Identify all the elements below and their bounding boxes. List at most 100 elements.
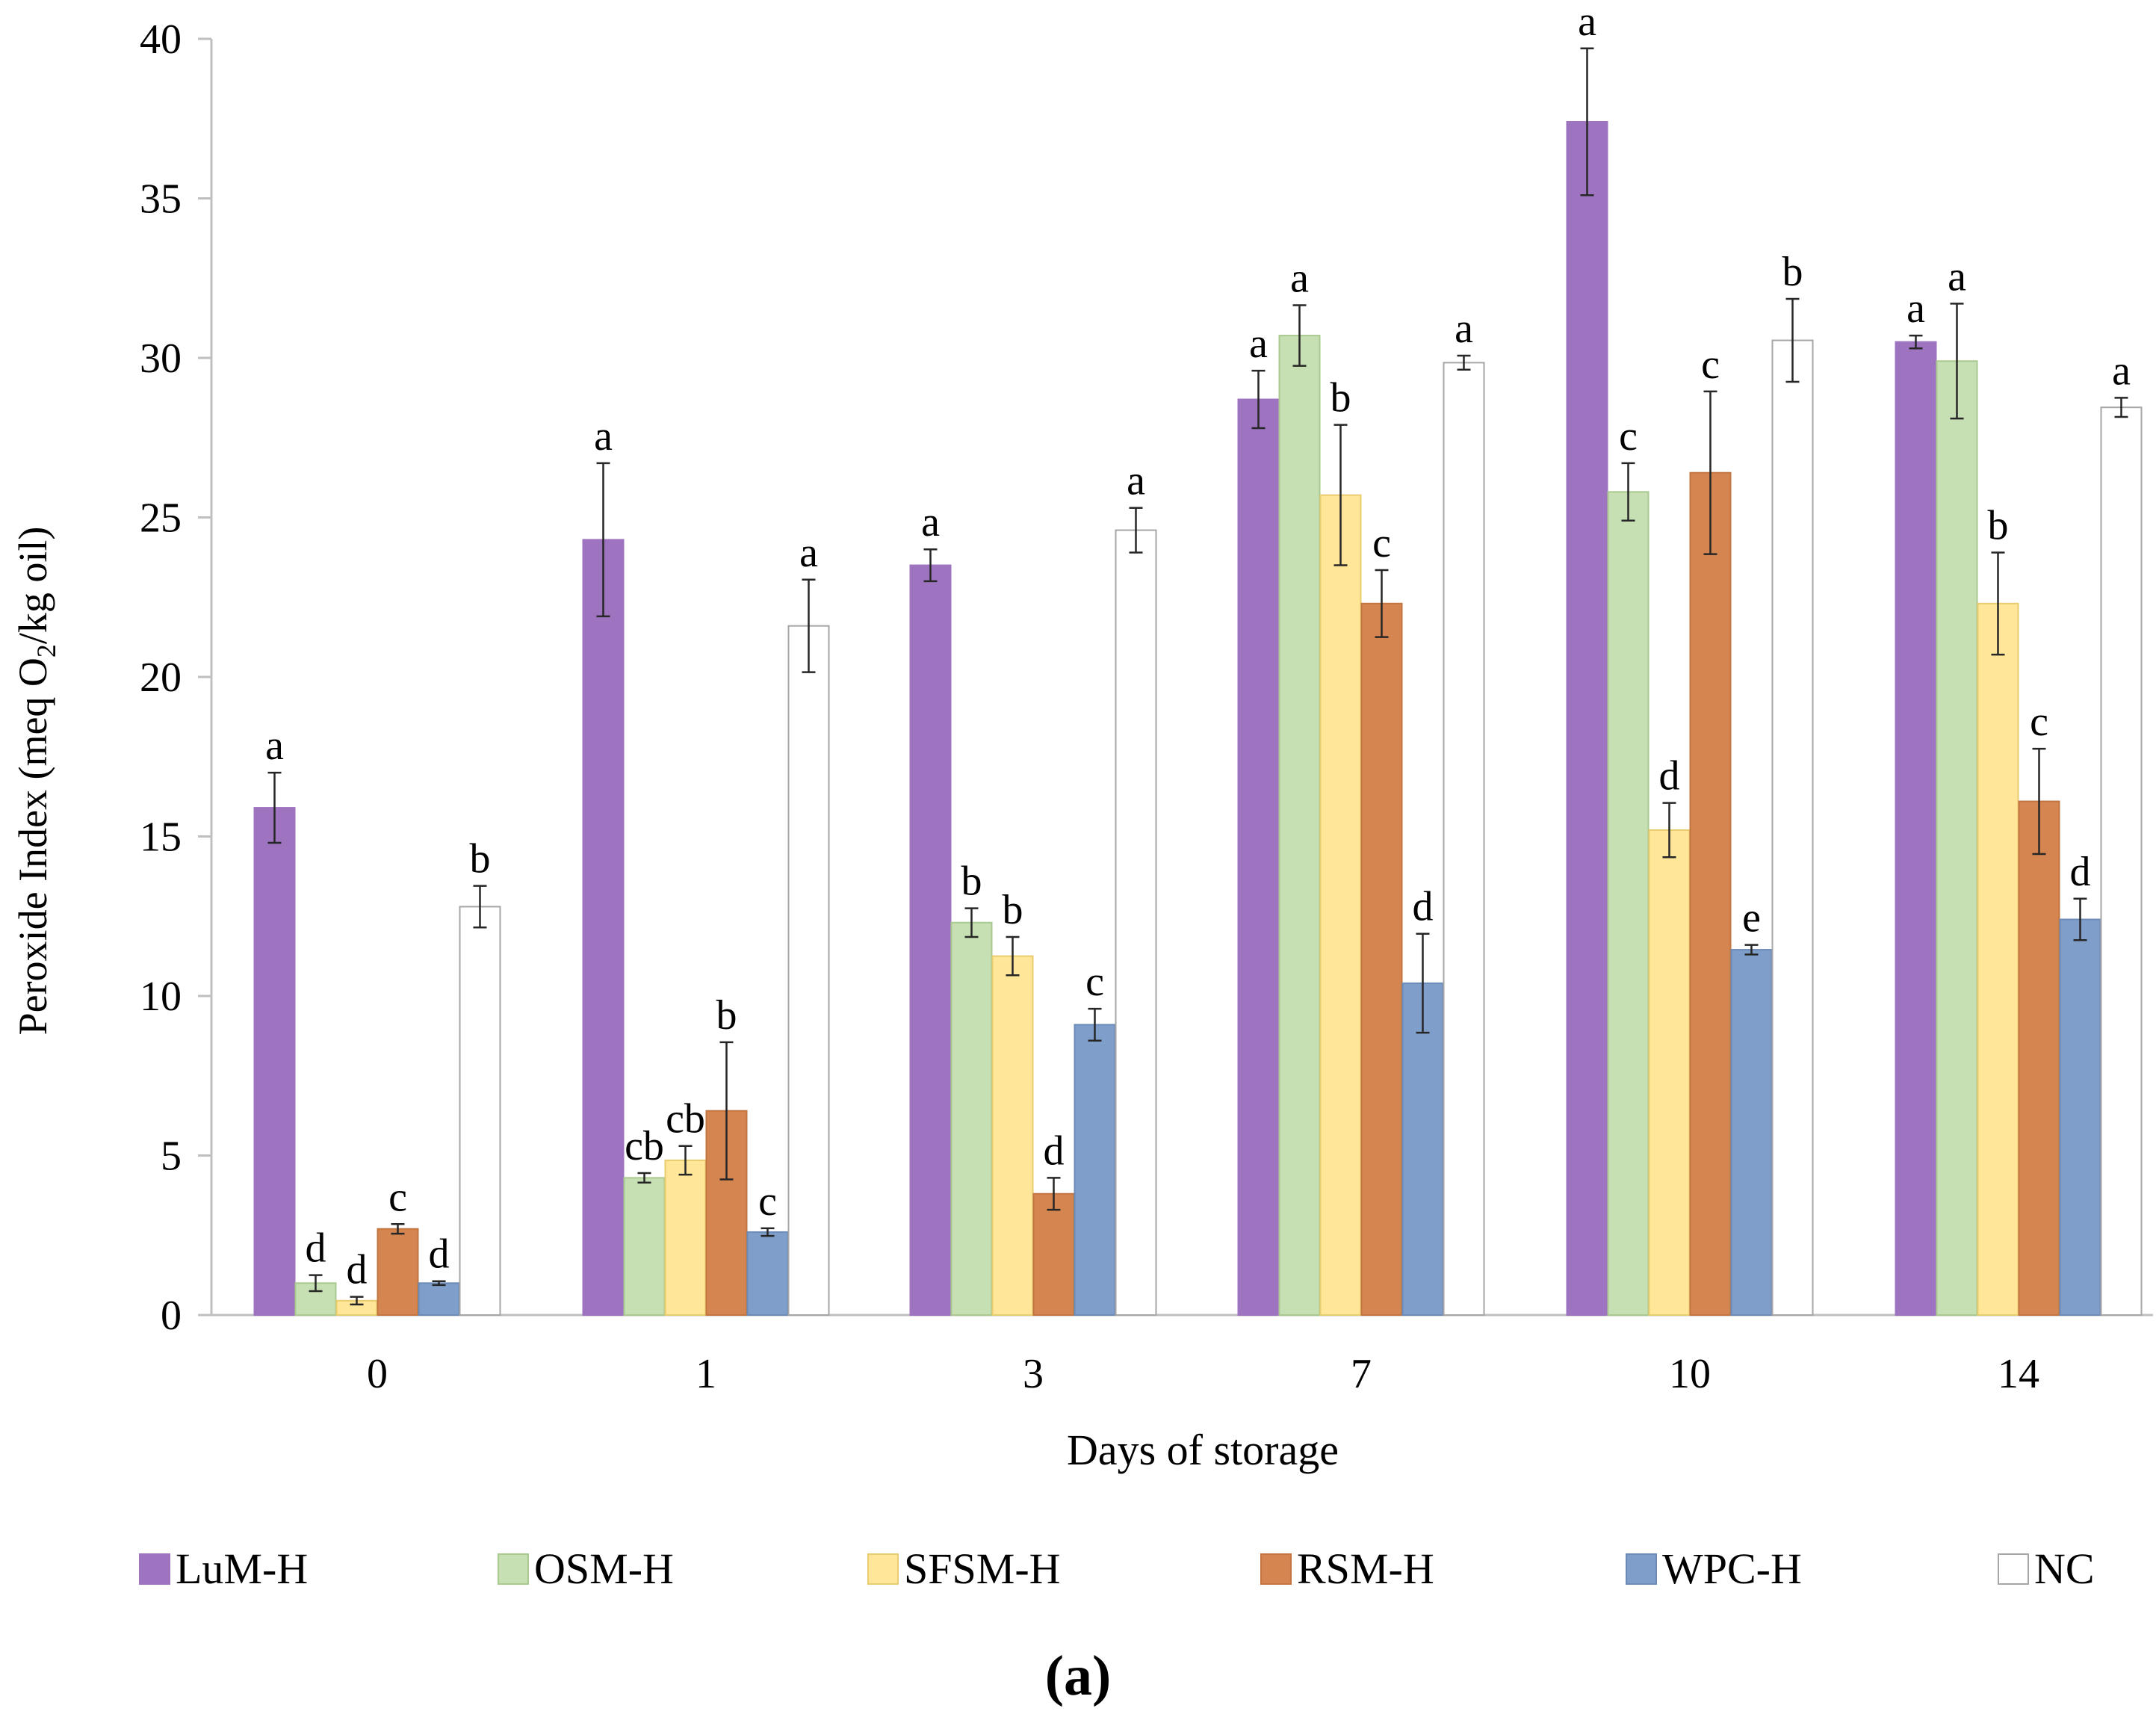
significance-label: d bbox=[306, 1225, 326, 1272]
significance-label: d bbox=[1413, 884, 1434, 930]
bar-lum-h-day-0 bbox=[253, 807, 296, 1316]
legend-label-wpc-h: WPC-H bbox=[1662, 1544, 1802, 1593]
bars bbox=[253, 47, 2143, 1317]
y-tick-label: 15 bbox=[140, 814, 182, 861]
significance-label: b bbox=[1782, 249, 1803, 295]
legend-swatch-nc bbox=[1998, 1553, 2029, 1585]
significance-label: d bbox=[347, 1247, 368, 1293]
bar-rsm-h-day-7 bbox=[1360, 602, 1403, 1316]
y-axis-label-main: Peroxide Index (meq O bbox=[10, 658, 55, 1035]
significance-label: c bbox=[1619, 413, 1638, 460]
bar-sfsm-h-day-14 bbox=[1977, 602, 2019, 1316]
significance-label: a bbox=[799, 530, 818, 576]
bar-osm-h-day-10 bbox=[1607, 491, 1649, 1317]
significance-label: b bbox=[1331, 375, 1351, 421]
x-tick-label: 10 bbox=[1669, 1351, 1711, 1397]
bar-rsm-h-day-3 bbox=[1032, 1192, 1075, 1316]
bar-nc-day-1 bbox=[787, 625, 830, 1316]
significance-label: e bbox=[1742, 895, 1761, 941]
legend-swatch-rsm-h bbox=[1260, 1553, 1292, 1585]
figure-caption: (a) bbox=[1045, 1645, 1112, 1707]
significance-label: c bbox=[388, 1174, 407, 1220]
legend-swatch-wpc-h bbox=[1626, 1553, 1657, 1585]
significance-label: cb bbox=[625, 1123, 664, 1169]
legend-label-osm-h: OSM-H bbox=[534, 1544, 674, 1593]
bar-lum-h-day-7 bbox=[1237, 398, 1280, 1316]
legend: LuM-H OSM-H SFSM-H RSM-H WPC-H NC bbox=[139, 1544, 2095, 1593]
y-tick-label: 35 bbox=[140, 176, 182, 223]
y-tick-label: 5 bbox=[161, 1133, 182, 1180]
bar-sfsm-h-day-10 bbox=[1648, 829, 1691, 1316]
bar-lum-h-day-1 bbox=[582, 539, 625, 1316]
legend-label-nc: NC bbox=[2034, 1544, 2095, 1593]
significance-label: c bbox=[758, 1178, 777, 1225]
bar-nc-day-14 bbox=[2100, 406, 2143, 1316]
bar-rsm-h-day-14 bbox=[2018, 800, 2060, 1316]
significance-label: d bbox=[429, 1231, 450, 1278]
legend-label-rsm-h: RSM-H bbox=[1297, 1544, 1434, 1593]
significance-label: a bbox=[594, 413, 613, 460]
bar-osm-h-day-14 bbox=[1936, 360, 1978, 1316]
significance-label: d bbox=[1659, 753, 1680, 799]
legend-swatch-sfsm-h bbox=[867, 1553, 899, 1585]
bar-lum-h-day-3 bbox=[909, 564, 952, 1316]
significance-label: a bbox=[1906, 285, 1925, 332]
y-tick-label: 25 bbox=[140, 495, 182, 542]
bar-sfsm-h-day-1 bbox=[664, 1159, 707, 1317]
y-axis-label-unit: /kg oil) bbox=[10, 527, 55, 645]
bar-wpc-h-day-0 bbox=[418, 1282, 460, 1317]
y-tick-label: 10 bbox=[140, 974, 182, 1020]
significance-label: a bbox=[1578, 0, 1596, 45]
significance-label: d bbox=[2070, 849, 2091, 895]
x-tick-label: 3 bbox=[1023, 1351, 1044, 1397]
bar-lum-h-day-10 bbox=[1566, 121, 1608, 1316]
axes: 0 5 10 15 20 25 30 35 40 0 1 3 7 10 14 bbox=[140, 16, 2153, 1397]
bar-osm-h-day-3 bbox=[950, 921, 993, 1317]
legend-swatch-osm-h bbox=[498, 1553, 529, 1585]
bar-osm-h-day-1 bbox=[623, 1177, 666, 1317]
significance-label: a bbox=[1127, 458, 1145, 504]
bar-wpc-h-day-1 bbox=[746, 1231, 789, 1316]
x-axis-label: Days of storage bbox=[1067, 1426, 1339, 1474]
y-tick-label: 20 bbox=[140, 655, 182, 701]
y-tick-label: 30 bbox=[140, 335, 182, 382]
significance-label: b bbox=[961, 859, 982, 905]
bar-osm-h-day-7 bbox=[1278, 335, 1321, 1316]
y-tick-label: 40 bbox=[140, 16, 182, 63]
significance-label: b bbox=[470, 836, 491, 882]
significance-label: c bbox=[1701, 341, 1720, 388]
bar-wpc-h-day-14 bbox=[2059, 918, 2101, 1316]
significance-label: b bbox=[716, 992, 737, 1039]
significance-label: a bbox=[1948, 253, 1966, 300]
significance-label: c bbox=[2030, 699, 2048, 745]
bar-sfsm-h-day-3 bbox=[991, 955, 1034, 1316]
x-tick-label: 7 bbox=[1351, 1351, 1372, 1397]
significance-label: cb bbox=[666, 1096, 705, 1142]
significance-label: a bbox=[1290, 256, 1309, 302]
significance-label: c bbox=[1085, 959, 1104, 1005]
legend-label-lum-h: LuM-H bbox=[176, 1544, 308, 1593]
bar-nc-day-7 bbox=[1443, 362, 1485, 1316]
legend-swatch-lum-h bbox=[139, 1553, 170, 1585]
x-tick-label: 1 bbox=[696, 1351, 716, 1397]
y-tick-label: 0 bbox=[161, 1293, 182, 1339]
significance-label: a bbox=[921, 499, 940, 545]
significance-label: b bbox=[1003, 887, 1023, 933]
significance-label: a bbox=[2112, 347, 2131, 394]
y-axis-label-subscript: 2 bbox=[31, 644, 61, 658]
bar-rsm-h-day-0 bbox=[377, 1228, 419, 1316]
significance-label: c bbox=[1372, 520, 1391, 566]
significance-label: a bbox=[1249, 321, 1268, 367]
x-tick-label: 14 bbox=[1998, 1351, 2039, 1397]
bar-lum-h-day-14 bbox=[1895, 341, 1937, 1316]
significance-label: d bbox=[1044, 1127, 1065, 1174]
bar-sfsm-h-day-7 bbox=[1319, 494, 1362, 1316]
bar-nc-day-3 bbox=[1115, 529, 1157, 1317]
significance-label: a bbox=[265, 723, 284, 769]
bar-wpc-h-day-3 bbox=[1074, 1024, 1116, 1317]
bar-nc-day-10 bbox=[1771, 339, 1814, 1316]
x-tick-label: 0 bbox=[367, 1351, 388, 1397]
bar-rsm-h-day-10 bbox=[1689, 471, 1732, 1316]
significance-label: b bbox=[1988, 502, 2009, 548]
